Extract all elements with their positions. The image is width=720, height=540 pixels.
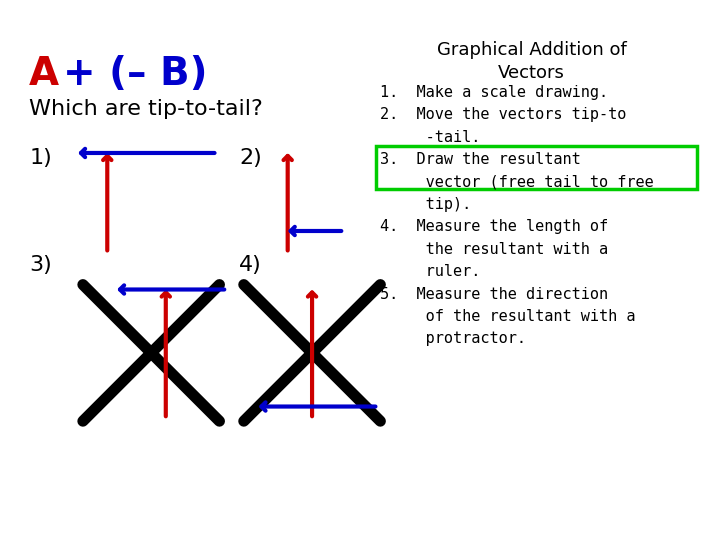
- Text: the resultant with a: the resultant with a: [380, 242, 608, 256]
- Text: 3): 3): [30, 255, 52, 275]
- Text: -tail.: -tail.: [380, 130, 481, 145]
- Text: ruler.: ruler.: [380, 264, 481, 279]
- Text: tip).: tip).: [380, 197, 472, 212]
- Text: + (– B): + (– B): [63, 56, 208, 93]
- Text: 1.  Make a scale drawing.: 1. Make a scale drawing.: [380, 85, 608, 100]
- Text: 2): 2): [239, 148, 261, 168]
- Text: protractor.: protractor.: [380, 332, 526, 347]
- Text: 5.  Measure the direction: 5. Measure the direction: [380, 287, 608, 301]
- Text: 3.  Draw the resultant: 3. Draw the resultant: [380, 152, 581, 167]
- Text: A: A: [30, 56, 59, 93]
- Text: Graphical Addition of
Vectors: Graphical Addition of Vectors: [436, 41, 626, 83]
- Text: 4): 4): [239, 255, 261, 275]
- Text: 1): 1): [30, 148, 52, 168]
- Text: vector (free tail to free: vector (free tail to free: [380, 174, 654, 190]
- Text: of the resultant with a: of the resultant with a: [380, 309, 636, 324]
- Text: 4.  Measure the length of: 4. Measure the length of: [380, 219, 608, 234]
- Text: Which are tip-to-tail?: Which are tip-to-tail?: [30, 99, 263, 119]
- Text: 2.  Move the vectors tip-to: 2. Move the vectors tip-to: [380, 107, 626, 122]
